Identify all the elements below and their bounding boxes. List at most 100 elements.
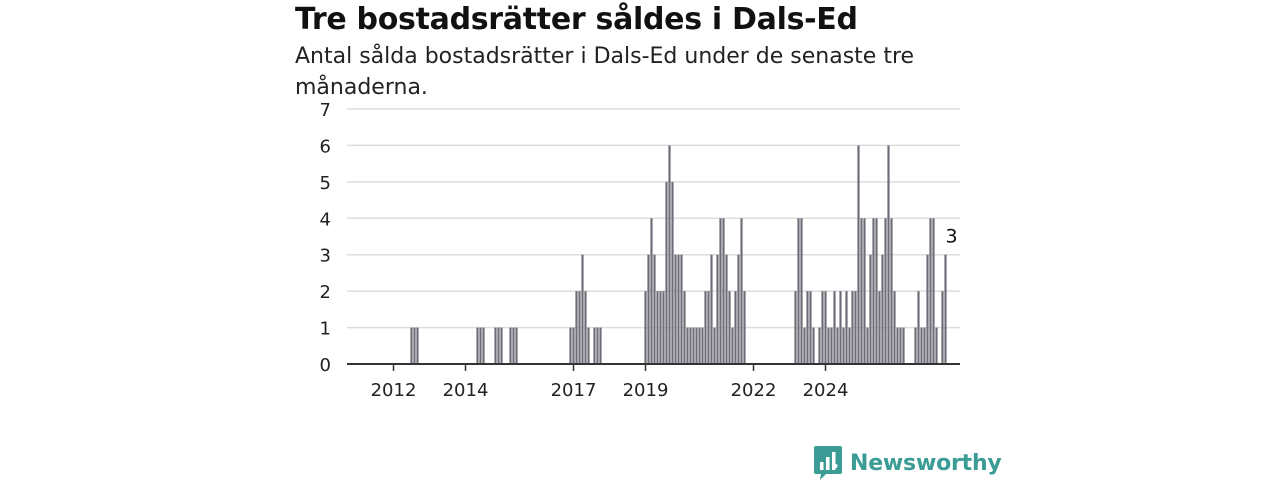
y-tick-label: 5 — [320, 173, 331, 194]
bar — [806, 291, 809, 364]
bar — [719, 218, 722, 364]
bar — [833, 291, 836, 364]
bar — [725, 254, 728, 364]
bar — [647, 254, 650, 364]
bar — [698, 327, 701, 364]
bar — [671, 181, 674, 364]
bar — [722, 218, 725, 364]
x-tick-label: 2012 — [371, 380, 417, 401]
bar — [650, 218, 653, 364]
bar — [866, 327, 869, 364]
bar — [704, 291, 707, 364]
data-labels: 3 — [945, 226, 957, 248]
x-tick-label: 2024 — [803, 380, 849, 401]
bar — [857, 145, 860, 364]
x-tick-label: 2014 — [443, 380, 489, 401]
bar — [740, 218, 743, 364]
bar — [413, 327, 416, 364]
bar — [830, 327, 833, 364]
bar — [743, 291, 746, 364]
y-tick-label: 0 — [320, 355, 331, 376]
bar — [920, 327, 923, 364]
bar — [416, 327, 419, 364]
bar — [710, 254, 713, 364]
bar — [668, 145, 671, 364]
bar — [497, 327, 500, 364]
bar — [410, 327, 413, 364]
bar — [944, 254, 947, 364]
bar — [653, 254, 656, 364]
y-tick-label: 1 — [320, 319, 331, 340]
bar — [665, 181, 668, 364]
bar — [599, 327, 602, 364]
bar — [884, 218, 887, 364]
y-tick-label: 6 — [320, 136, 331, 157]
bar — [701, 327, 704, 364]
bar — [893, 291, 896, 364]
bar — [935, 327, 938, 364]
bar — [581, 254, 584, 364]
bar — [839, 291, 842, 364]
y-tick-label: 3 — [320, 246, 331, 267]
bar — [737, 254, 740, 364]
bar — [863, 218, 866, 364]
bar — [887, 145, 890, 364]
bar — [836, 327, 839, 364]
bar — [509, 327, 512, 364]
bar — [596, 327, 599, 364]
bar — [941, 291, 944, 364]
chart-subtitle: Antal sålda bostadsrätter i Dals-Ed unde… — [295, 44, 915, 100]
bar — [680, 254, 683, 364]
bar — [926, 254, 929, 364]
bar — [494, 327, 497, 364]
bar — [827, 327, 830, 364]
bar — [821, 291, 824, 364]
bar — [593, 327, 596, 364]
x-tick-label: 2019 — [623, 380, 669, 401]
bar — [716, 254, 719, 364]
bar — [899, 327, 902, 364]
bar — [515, 327, 518, 364]
bar — [824, 291, 827, 364]
bar — [734, 291, 737, 364]
bars — [410, 145, 947, 364]
bar — [917, 291, 920, 364]
highlight-data-label: 3 — [945, 226, 957, 248]
bar — [584, 291, 587, 364]
bar — [890, 218, 893, 364]
bar — [914, 327, 917, 364]
x-tick-label: 2022 — [731, 380, 777, 401]
bar — [677, 254, 680, 364]
bar — [794, 291, 797, 364]
bar — [512, 327, 515, 364]
bar — [818, 327, 821, 364]
bar — [860, 218, 863, 364]
bar — [575, 291, 578, 364]
bar — [869, 254, 872, 364]
bar — [803, 327, 806, 364]
bar — [932, 218, 935, 364]
bar — [578, 291, 581, 364]
bar — [569, 327, 572, 364]
bar — [845, 291, 848, 364]
bar — [656, 291, 659, 364]
bar — [842, 327, 845, 364]
newsworthy-logo-icon — [814, 446, 842, 480]
bar — [500, 327, 503, 364]
bar — [572, 327, 575, 364]
bar — [896, 327, 899, 364]
bar — [872, 218, 875, 364]
bar — [476, 327, 479, 364]
bar — [686, 327, 689, 364]
bar — [875, 218, 878, 364]
bar — [674, 254, 677, 364]
bar — [683, 291, 686, 364]
bar — [662, 291, 665, 364]
bar — [809, 291, 812, 364]
bar — [659, 291, 662, 364]
bar — [797, 218, 800, 364]
bar — [929, 218, 932, 364]
bar — [851, 291, 854, 364]
bar — [587, 327, 590, 364]
